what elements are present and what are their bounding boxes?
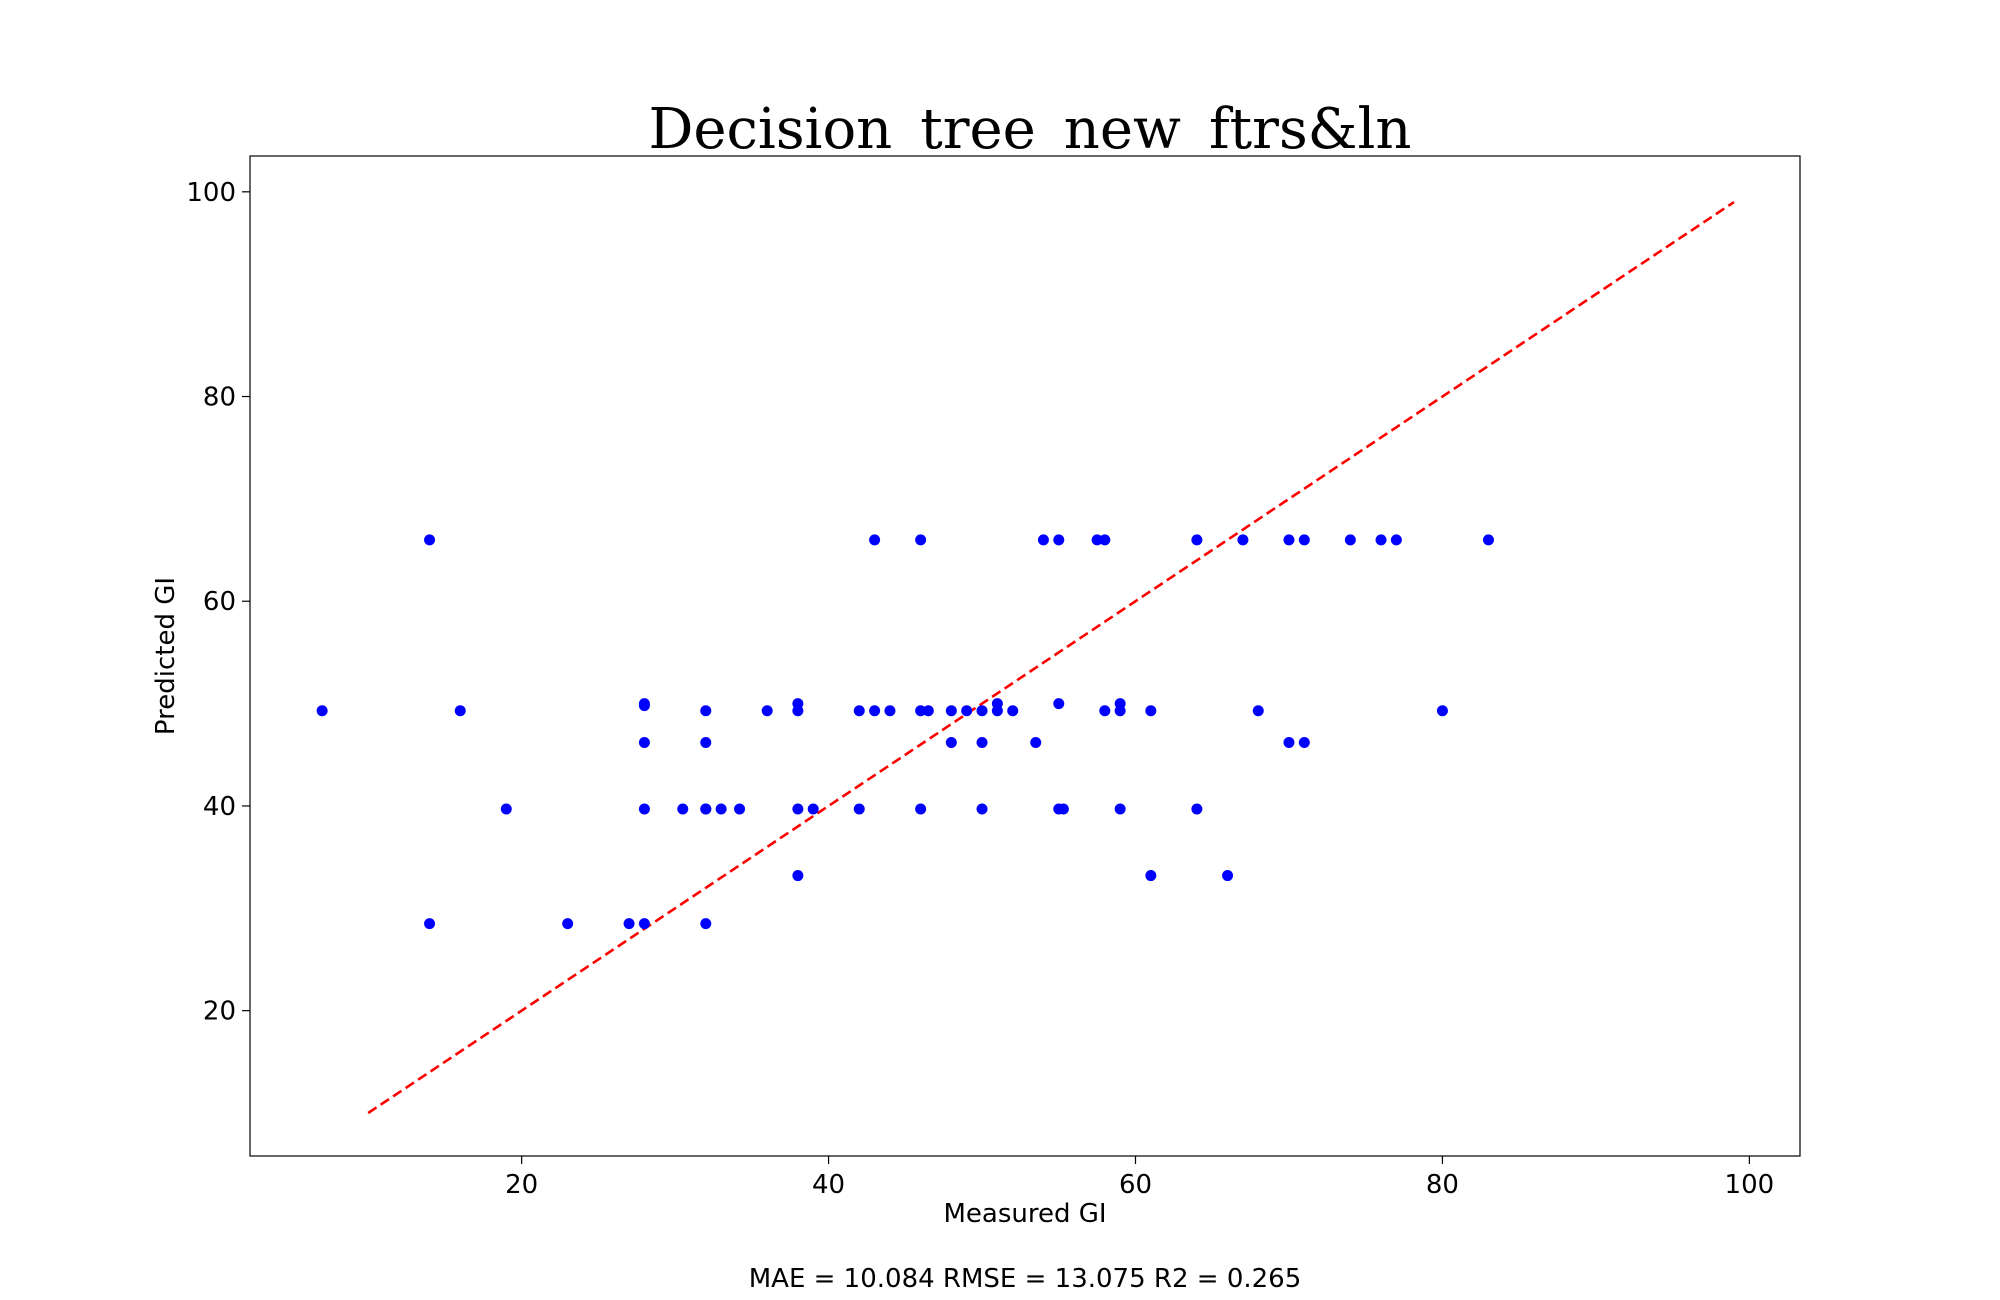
data-point [1091, 534, 1103, 546]
data-point [1057, 803, 1069, 815]
data-point [1007, 705, 1019, 717]
y-tick-label: 20 [203, 997, 236, 1027]
data-point [945, 736, 957, 748]
y-tick-label: 100 [186, 178, 236, 208]
data-point [715, 803, 727, 815]
data-point [922, 705, 934, 717]
data-point [454, 705, 466, 717]
data-point [1436, 705, 1448, 717]
data-point [1037, 534, 1049, 546]
data-point [792, 698, 804, 710]
data-point [1375, 534, 1387, 546]
data-point [1283, 534, 1295, 546]
data-point [991, 698, 1003, 710]
data-point [807, 803, 819, 815]
plot-area [249, 155, 1801, 1157]
data-point [638, 803, 650, 815]
data-point [869, 534, 881, 546]
data-point [1237, 534, 1249, 546]
data-point [424, 918, 436, 930]
data-point [853, 705, 865, 717]
data-point [976, 705, 988, 717]
data-point [1298, 534, 1310, 546]
data-point [792, 870, 804, 882]
y-tick-label: 60 [203, 587, 236, 617]
data-point [316, 705, 328, 717]
data-point [869, 705, 881, 717]
data-point [961, 705, 973, 717]
data-point [1298, 736, 1310, 748]
data-point [1191, 803, 1203, 815]
y-axis-label: Predicted GI [151, 577, 181, 735]
x-tick-label: 40 [812, 1170, 845, 1200]
data-point [1053, 698, 1065, 710]
data-point [1191, 534, 1203, 546]
data-point [945, 705, 957, 717]
reference-line [367, 200, 1735, 1115]
data-point [500, 803, 512, 815]
data-point [424, 534, 436, 546]
data-point [700, 918, 712, 930]
data-point [1283, 736, 1295, 748]
data-point [1053, 534, 1065, 546]
x-axis-ticks: 20 40 60 80 100 [505, 1156, 1774, 1200]
data-point [1390, 534, 1402, 546]
y-tick-label: 80 [203, 383, 236, 413]
x-tick-label: 80 [1426, 1170, 1459, 1200]
reference-line-group [367, 200, 1735, 1115]
data-point [976, 803, 988, 815]
data-point [792, 803, 804, 815]
data-point [1482, 534, 1494, 546]
metrics-text: MAE = 10.084 RMSE = 13.075 R2 = 0.265 [749, 1264, 1302, 1294]
data-point [1252, 705, 1264, 717]
data-point [915, 803, 927, 815]
y-tick-label: 40 [203, 792, 236, 822]
data-point [853, 803, 865, 815]
data-point [700, 705, 712, 717]
data-point [915, 705, 927, 717]
data-point [1114, 698, 1126, 710]
data-point [638, 918, 650, 930]
x-tick-label: 100 [1725, 1170, 1775, 1200]
data-points [316, 534, 1494, 930]
data-point [1099, 534, 1111, 546]
data-point [1099, 705, 1111, 717]
chart-title: Decision_tree_new_ftrs&ln [649, 97, 1412, 162]
x-axis-label: Measured GI [943, 1199, 1106, 1229]
data-point [915, 534, 927, 546]
x-tick-label: 20 [505, 1170, 538, 1200]
data-point [884, 705, 896, 717]
data-point [1344, 534, 1356, 546]
data-point [761, 705, 773, 717]
data-point [1145, 870, 1157, 882]
data-point [1114, 803, 1126, 815]
data-point [562, 918, 574, 930]
data-point [700, 736, 712, 748]
data-point [700, 803, 712, 815]
data-point [1030, 736, 1042, 748]
data-point [1222, 870, 1234, 882]
data-point [734, 803, 746, 815]
data-point [976, 736, 988, 748]
data-point [677, 803, 689, 815]
data-point [1145, 705, 1157, 717]
data-point [623, 918, 635, 930]
data-point [638, 736, 650, 748]
y-axis-ticks: 20 40 60 80 100 [186, 178, 250, 1027]
data-point [638, 698, 650, 710]
x-tick-label: 60 [1119, 1170, 1152, 1200]
